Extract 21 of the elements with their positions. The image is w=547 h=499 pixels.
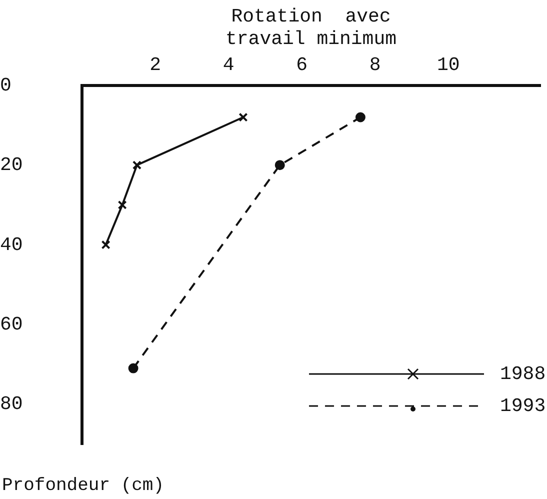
point <box>132 160 142 170</box>
point <box>128 363 138 374</box>
y-tick-label: 0 <box>0 74 12 96</box>
y-tick-label: 60 <box>0 314 23 336</box>
x-tick-label: 6 <box>296 54 308 76</box>
y-tick-label: 40 <box>0 234 23 256</box>
y-tick-label: 20 <box>0 154 23 176</box>
text: 1993 <box>500 394 546 419</box>
x-tick-label: 4 <box>222 54 234 76</box>
x-tick-label: 2 <box>150 54 161 76</box>
x-axis-title: Rotation avec travail minimum <box>225 5 397 50</box>
y-tick-label: 80 <box>0 393 23 416</box>
point <box>101 240 110 250</box>
point <box>238 112 248 122</box>
x-tick-label: 10 <box>436 54 460 76</box>
point <box>118 200 127 210</box>
point <box>355 112 366 122</box>
point <box>274 160 285 170</box>
text: 1988 <box>500 362 546 387</box>
x-tick-label: 8 <box>369 54 381 76</box>
y-axis-title: Profondeur (cm) <box>2 476 164 496</box>
